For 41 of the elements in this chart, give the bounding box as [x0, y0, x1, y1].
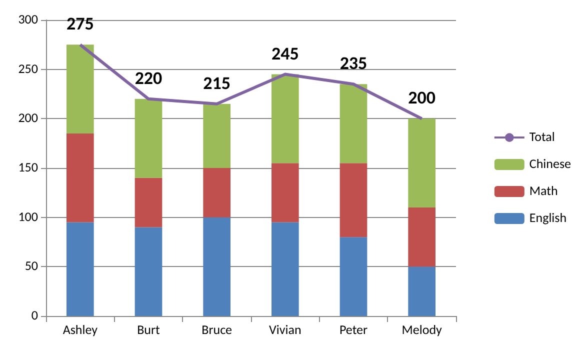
- x-tick-label: Peter: [339, 323, 368, 338]
- legend-label: Total: [529, 130, 555, 145]
- y-tick-label: 200: [18, 111, 38, 126]
- bar: [340, 163, 368, 238]
- bar: [272, 74, 299, 164]
- data-label: 245: [271, 42, 299, 64]
- bar: [408, 118, 436, 208]
- bar: [203, 217, 230, 316]
- x-tick-label: Ashley: [62, 323, 98, 338]
- data-label: 275: [66, 12, 94, 35]
- bar: [66, 222, 94, 316]
- bar: [340, 237, 368, 316]
- bar: [134, 98, 162, 178]
- bar: [66, 133, 94, 222]
- data-label: 235: [340, 52, 368, 74]
- data-label: 220: [134, 66, 162, 89]
- bar: [272, 222, 299, 316]
- y-tick-label: 0: [31, 308, 38, 324]
- y-tick-label: 150: [18, 160, 38, 176]
- y-tick-label: 100: [18, 210, 38, 225]
- y-tick-label: 250: [18, 62, 38, 77]
- legend-label: Math: [529, 184, 558, 199]
- bar: [203, 104, 230, 168]
- bar: [134, 178, 162, 228]
- data-label: 200: [408, 86, 436, 109]
- x-tick-label: Melody: [402, 323, 442, 338]
- legend-label: Chinese: [529, 157, 572, 172]
- y-tick-label: 50: [24, 259, 38, 274]
- legend-label: English: [529, 211, 567, 226]
- x-tick-label: Burt: [137, 323, 161, 338]
- x-tick-label: Vivian: [269, 323, 302, 338]
- bar: [340, 84, 368, 164]
- bar: [408, 266, 436, 316]
- y-tick-label: 300: [18, 12, 38, 28]
- bar: [66, 44, 94, 134]
- bar: [134, 227, 162, 316]
- data-label: 215: [203, 72, 231, 94]
- bar: [272, 163, 299, 222]
- x-tick-label: Bruce: [202, 323, 232, 338]
- bar: [408, 207, 436, 267]
- bar: [203, 168, 230, 218]
